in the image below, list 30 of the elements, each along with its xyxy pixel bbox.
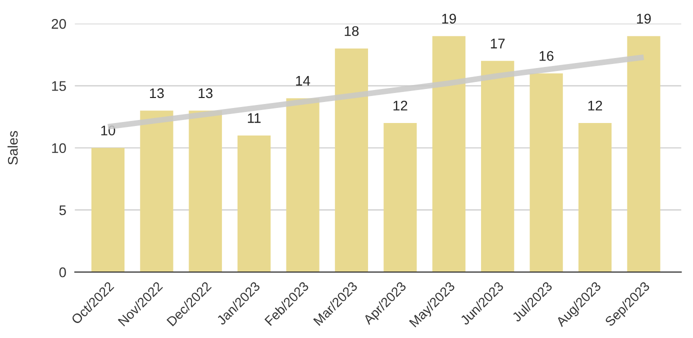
data-label: 12 bbox=[394, 100, 408, 110]
bar bbox=[286, 98, 320, 272]
data-label: 19 bbox=[637, 14, 651, 24]
data-label: 13 bbox=[198, 88, 212, 98]
y-axis-title: Sales bbox=[8, 131, 18, 165]
bar bbox=[188, 110, 222, 272]
bar bbox=[384, 123, 417, 272]
bar bbox=[334, 48, 368, 272]
bar bbox=[481, 60, 514, 272]
bar bbox=[627, 36, 660, 272]
y-tick-label: 5 bbox=[59, 205, 66, 216]
data-label: 14 bbox=[296, 76, 310, 86]
bar bbox=[578, 123, 612, 272]
data-label: 16 bbox=[540, 51, 554, 61]
data-label: 12 bbox=[588, 100, 602, 110]
y-tick-label: 15 bbox=[52, 81, 66, 91]
y-tick-label: 20 bbox=[52, 18, 66, 29]
y-tick-label: 0 bbox=[59, 267, 66, 278]
bar bbox=[530, 73, 563, 272]
data-label: 11 bbox=[248, 113, 261, 123]
data-label: 18 bbox=[344, 26, 359, 36]
data-label: 13 bbox=[150, 88, 164, 98]
bar bbox=[140, 110, 174, 272]
bar bbox=[238, 135, 271, 272]
data-label: 17 bbox=[490, 38, 505, 48]
bar bbox=[91, 148, 125, 272]
y-tick-label: 10 bbox=[52, 143, 66, 154]
data-label: 10 bbox=[101, 126, 116, 136]
bar bbox=[432, 36, 466, 272]
data-label: 19 bbox=[442, 14, 456, 24]
